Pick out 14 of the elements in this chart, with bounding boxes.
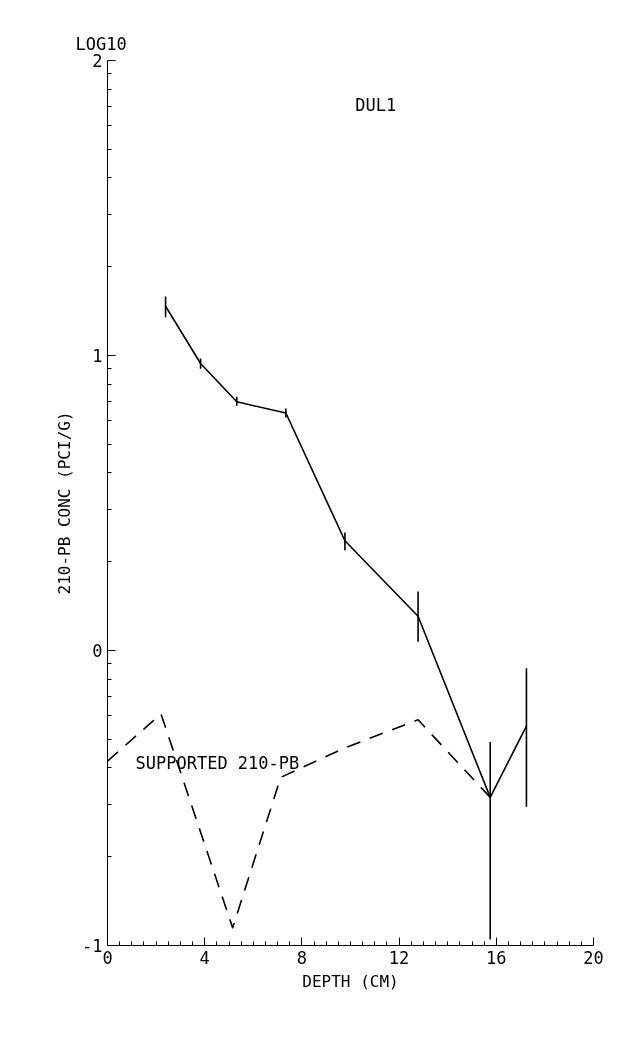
x-tick-label: 20 [583, 947, 604, 968]
x-tick-label: 4 [199, 947, 210, 968]
x-tick-label: 8 [296, 947, 308, 968]
y-axis-title: 210-PB CONC (PCI/G) [55, 411, 75, 595]
y-tick-label: 2 [92, 51, 103, 71]
y-tick-label: 1 [92, 346, 103, 366]
x-axis-title: DEPTH (CM) [302, 971, 399, 991]
text: DUL1 [355, 94, 397, 115]
y-tick-label: 0 [92, 641, 103, 661]
x-tick-label: 12 [388, 947, 410, 968]
x-tick-label: 16 [486, 947, 507, 968]
y-tick-label: -1 [82, 936, 103, 956]
annotation: SUPPORTED 210-PB [135, 752, 300, 773]
text: LOG10 [75, 33, 127, 54]
